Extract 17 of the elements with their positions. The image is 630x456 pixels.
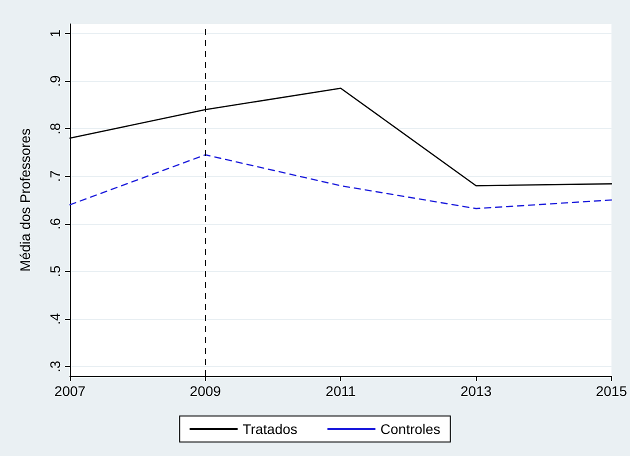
y-tick-label: .3 [47, 360, 63, 372]
x-tick-label: 2011 [326, 383, 356, 399]
y-tick-label: 1 [47, 29, 63, 38]
y-axis-title: Média dos Professores [17, 128, 33, 272]
y-tick-label: .6 [47, 218, 63, 230]
x-tick-label: 2015 [596, 383, 628, 399]
y-tick-label: .5 [47, 265, 63, 278]
y-tick-label: .4 [47, 312, 63, 325]
x-tick-label: 2009 [190, 383, 222, 399]
legend-label: Tratados [242, 421, 298, 437]
y-tick-label: .9 [47, 75, 63, 87]
line-series [69, 154, 612, 210]
y-tick-label: .8 [47, 122, 63, 134]
legend-label: Controles [380, 421, 440, 437]
y-tick-label: .7 [47, 170, 63, 182]
x-tick-label: 2013 [460, 383, 492, 399]
x-tick-label: 2007 [54, 383, 86, 399]
